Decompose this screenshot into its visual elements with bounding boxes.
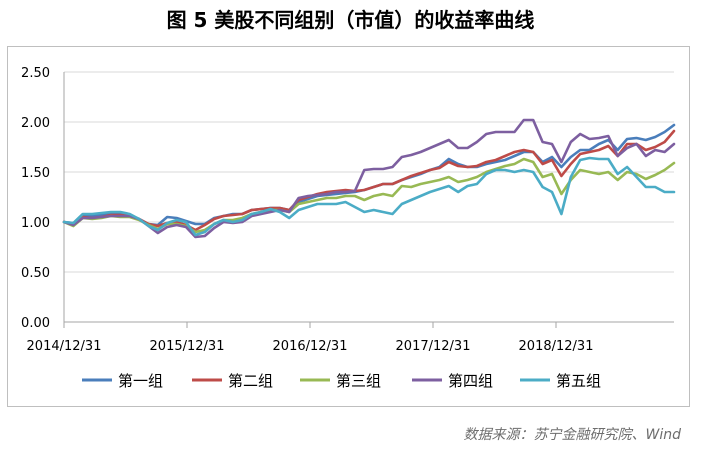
data-source-note: 数据来源：苏宁金融研究院、Wind [463,427,682,443]
series-lines [62,118,676,239]
series-line-5 [62,156,676,237]
chart-title: 图 5 美股不同组别（市值）的收益率曲线 [166,8,535,32]
legend: 第一组 第二组 第三组 第四组 第五组 [82,372,601,390]
y-tick-label: 1.50 [21,166,50,181]
legend-label-1: 第一组 [118,372,163,390]
y-tick-label: 0.00 [21,316,50,331]
y-tick-label: 0.50 [21,266,50,281]
series-line-4 [62,118,676,239]
x-tick-label: 2016/12/31 [273,339,348,354]
y-tick-label: 2.50 [21,66,50,81]
legend-label-2: 第二组 [228,372,273,390]
legend-label-3: 第三组 [336,372,381,390]
x-tick-label: 2018/12/31 [519,339,594,354]
series-line-2 [62,129,676,232]
x-tick-label: 2015/12/31 [150,339,225,354]
y-tick-label: 2.00 [21,116,50,131]
x-tick-label: 2014/12/31 [27,339,102,354]
x-axis: 2014/12/31 2015/12/31 2016/12/31 2017/12/31… [27,72,674,354]
legend-label-4: 第四组 [448,372,493,390]
y-axis-ticks: 0.00 0.50 1.00 1.50 2.00 2.50 [21,66,50,331]
chart-frame [7,46,690,407]
y-tick-label: 1.00 [21,216,50,231]
x-tick-label: 2017/12/31 [396,339,471,354]
legend-label-5: 第五组 [556,372,601,390]
